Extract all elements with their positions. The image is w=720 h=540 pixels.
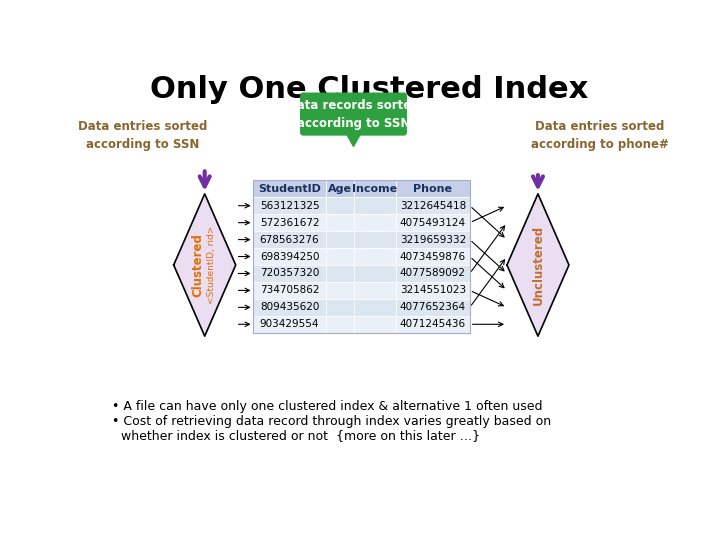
Text: 4073459876: 4073459876	[400, 252, 466, 261]
Text: 4075493124: 4075493124	[400, 218, 466, 228]
Bar	[354, 180, 396, 197]
Bar	[253, 197, 326, 214]
Text: whether index is clustered or not  {more on this later …}: whether index is clustered or not {more …	[121, 429, 480, 442]
Bar	[326, 248, 354, 265]
Bar	[354, 265, 396, 282]
Bar	[253, 214, 326, 231]
Text: 734705862: 734705862	[260, 286, 319, 295]
Text: Data entries sorted
according to phone#: Data entries sorted according to phone#	[531, 120, 669, 151]
Text: 903429554: 903429554	[260, 319, 319, 329]
Bar	[354, 282, 396, 299]
Text: • A file can have only one clustered index & alternative 1 often used: • A file can have only one clustered ind…	[112, 400, 542, 413]
Bar	[396, 197, 469, 214]
Polygon shape	[174, 194, 235, 336]
Text: 3219659332: 3219659332	[400, 234, 466, 245]
Text: 3212645418: 3212645418	[400, 201, 466, 211]
Bar	[396, 316, 469, 333]
Text: Clustered: Clustered	[192, 233, 204, 297]
Text: 3214551023: 3214551023	[400, 286, 466, 295]
Text: • Cost of retrieving data record through index varies greatly based on: • Cost of retrieving data record through…	[112, 415, 551, 428]
Bar	[326, 299, 354, 316]
Text: Data entries sorted
according to SSN: Data entries sorted according to SSN	[78, 120, 207, 151]
Bar	[354, 248, 396, 265]
Bar	[396, 248, 469, 265]
Bar	[326, 282, 354, 299]
Text: 678563276: 678563276	[260, 234, 320, 245]
Bar	[354, 299, 396, 316]
Bar	[396, 214, 469, 231]
Bar	[326, 180, 354, 197]
Text: 572361672: 572361672	[260, 218, 320, 228]
Bar	[326, 214, 354, 231]
Bar	[326, 197, 354, 214]
Text: <StudentID, rid>: <StudentID, rid>	[207, 226, 216, 304]
Bar	[326, 316, 354, 333]
Text: 4071245436: 4071245436	[400, 319, 466, 329]
Bar	[253, 248, 326, 265]
Bar	[253, 180, 469, 333]
Text: 4077652364: 4077652364	[400, 302, 466, 312]
Text: 720357320: 720357320	[260, 268, 319, 279]
Bar	[354, 231, 396, 248]
Bar	[354, 197, 396, 214]
Bar	[253, 316, 326, 333]
Text: Phone: Phone	[413, 184, 452, 194]
Text: 698394250: 698394250	[260, 252, 319, 261]
Text: StudentID: StudentID	[258, 184, 321, 194]
Text: 563121325: 563121325	[260, 201, 320, 211]
Bar	[253, 282, 326, 299]
Bar	[396, 299, 469, 316]
Text: 809435620: 809435620	[260, 302, 319, 312]
FancyBboxPatch shape	[300, 92, 407, 136]
Bar	[396, 231, 469, 248]
Text: Unclustered: Unclustered	[531, 225, 544, 305]
Bar	[253, 180, 326, 197]
Polygon shape	[346, 132, 361, 146]
Bar	[354, 316, 396, 333]
Polygon shape	[507, 194, 569, 336]
Text: Data records sorted
according to SSN: Data records sorted according to SSN	[287, 99, 420, 130]
Bar	[396, 180, 469, 197]
Bar	[396, 282, 469, 299]
Bar	[253, 231, 326, 248]
Text: Income: Income	[352, 184, 397, 194]
Bar	[253, 265, 326, 282]
Bar	[326, 265, 354, 282]
Bar	[396, 265, 469, 282]
Bar	[326, 231, 354, 248]
Bar	[354, 214, 396, 231]
Text: Age: Age	[328, 184, 352, 194]
Bar	[253, 299, 326, 316]
Text: 4077589092: 4077589092	[400, 268, 466, 279]
Text: Only One Clustered Index: Only One Clustered Index	[150, 75, 588, 104]
